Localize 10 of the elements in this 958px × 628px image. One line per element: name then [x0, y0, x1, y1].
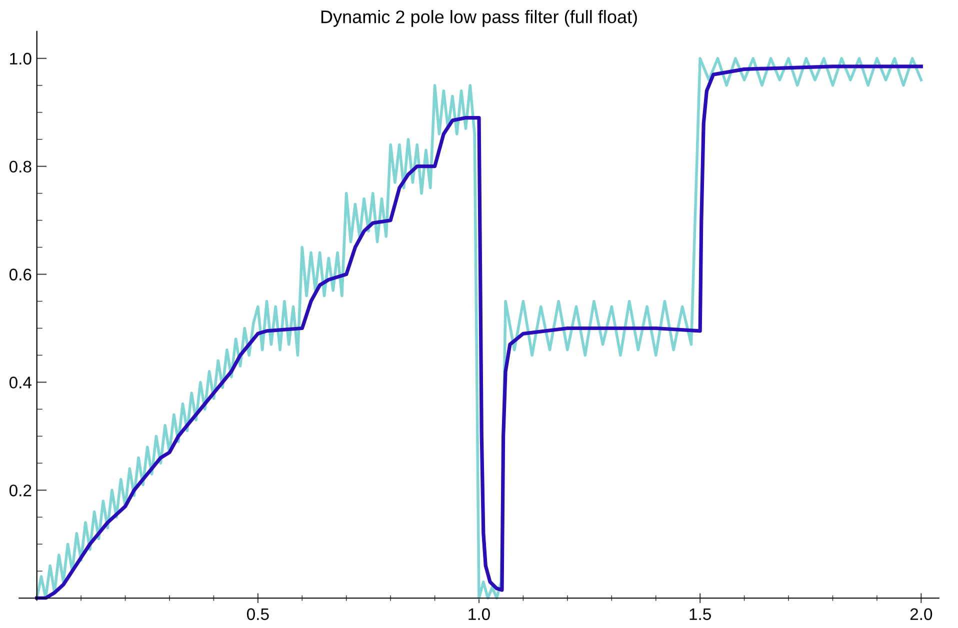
y-tick-label: 0.8 — [9, 160, 32, 173]
x-tick-label: 0.5 — [246, 608, 269, 620]
y-tick-label: 1.0 — [10, 52, 32, 65]
x-tick-label: 1.0 — [468, 608, 490, 620]
y-tick-label: 0.4 — [9, 376, 32, 388]
x-tick-label: 2.0 — [910, 608, 932, 620]
x-tick-label: 1.5 — [690, 608, 711, 620]
y-tick-label: 0.2 — [9, 484, 32, 496]
chart-title: Dynamic 2 pole low pass filter (full float) — [321, 10, 637, 27]
y-tick-label: 0.6 — [9, 268, 32, 280]
